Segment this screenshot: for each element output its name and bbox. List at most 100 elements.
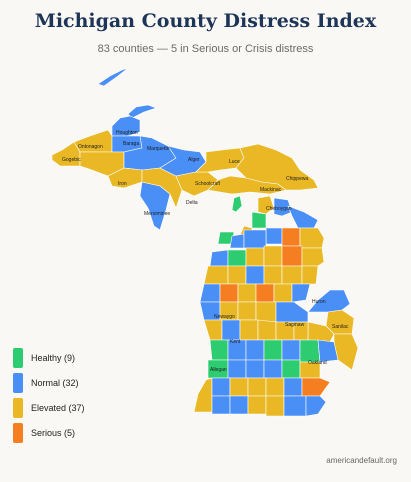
county-kalamazoo[interactable]	[227, 359, 247, 379]
label-luce: Luce	[229, 159, 240, 165]
label-alger: Alger	[188, 157, 200, 163]
label-kent: Kent	[230, 339, 241, 345]
label-ontonagon: Ontonagon	[78, 144, 103, 150]
legend-item-elevated[interactable]: Elevated (37)	[13, 397, 85, 418]
county-ionia[interactable]	[239, 319, 259, 341]
county-charlevoix[interactable]	[251, 211, 267, 229]
county-ingham[interactable]	[263, 339, 283, 361]
county-cheboygan[interactable]	[273, 197, 293, 217]
county-presque-isle[interactable]	[287, 205, 319, 229]
legend-swatch	[13, 422, 23, 443]
county-ottawa[interactable]	[203, 319, 223, 341]
county-isabella[interactable]	[255, 283, 275, 303]
county-row-s4[interactable]	[265, 395, 285, 417]
county-cass[interactable]	[211, 377, 231, 397]
county-clare[interactable]	[263, 265, 283, 285]
county-saginaw[interactable]	[255, 301, 277, 323]
label-oakland: Oakland	[308, 360, 327, 366]
county-newaygo[interactable]	[219, 283, 239, 303]
legend-item-normal[interactable]: Normal (32)	[13, 372, 85, 393]
county-roscommon[interactable]	[263, 245, 283, 267]
county-osceola[interactable]	[245, 265, 265, 285]
county-luce[interactable]	[195, 147, 245, 173]
label-chippewa: Chippewa	[286, 176, 308, 182]
county-eaton[interactable]	[245, 339, 265, 361]
legend-swatch	[13, 347, 23, 368]
county-lenawee[interactable]	[283, 377, 303, 397]
label-baraga: Baraga	[123, 141, 139, 147]
label-huron: Huron	[312, 299, 326, 305]
county-lake[interactable]	[227, 265, 247, 285]
county-alpena[interactable]	[299, 227, 325, 249]
label-menominee: Menominee	[144, 211, 170, 217]
legend-label: Normal (32)	[31, 377, 79, 388]
label-newaygo: Newaygo	[214, 314, 235, 320]
county-row-s5[interactable]	[283, 395, 307, 417]
county-tuscola[interactable]	[275, 301, 309, 323]
county-otsego[interactable]	[265, 227, 283, 245]
county-row-s1[interactable]	[211, 395, 231, 415]
county-arenac[interactable]	[301, 265, 319, 285]
county-kent[interactable]	[221, 319, 241, 341]
county-washtenaw[interactable]	[281, 359, 301, 379]
county-allegan[interactable]	[209, 339, 229, 361]
county-berrien[interactable]	[193, 377, 213, 413]
county-jackson[interactable]	[263, 359, 283, 379]
county-macomb[interactable]	[317, 339, 339, 363]
county-missaukee[interactable]	[245, 247, 265, 267]
label-iron: Iron	[118, 181, 127, 187]
county-monroe[interactable]	[301, 377, 331, 397]
legend-label: Healthy (9)	[31, 352, 76, 363]
label-saginaw: Saginaw	[285, 322, 305, 328]
county-oceana[interactable]	[199, 283, 221, 303]
county-st-clair[interactable]	[333, 333, 359, 371]
label-schoolcraft: Schoolcraft	[195, 181, 221, 187]
label-allegan: Allegan	[210, 367, 227, 373]
county-branch[interactable]	[247, 377, 267, 397]
county-montmorency[interactable]	[281, 227, 301, 247]
legend-item-serious[interactable]: Serious (5)	[13, 422, 85, 443]
source-credit: americandefault.org	[326, 456, 397, 465]
county-chippewa[interactable]	[235, 143, 319, 191]
label-mackinac: Mackinac	[260, 187, 282, 193]
legend-swatch	[13, 372, 23, 393]
legend-label: Serious (5)	[31, 427, 76, 438]
county-clinton[interactable]	[257, 319, 277, 341]
label-gogebic: Gogebic	[62, 157, 81, 163]
legend-item-healthy[interactable]: Healthy (9)	[13, 347, 85, 368]
county-calhoun[interactable]	[245, 359, 265, 379]
county-isle-royale[interactable]	[97, 67, 129, 87]
county-wexford[interactable]	[227, 249, 247, 267]
county-row-s2[interactable]	[229, 395, 249, 415]
county-row-s6[interactable]	[305, 395, 327, 417]
county-hillsdale[interactable]	[265, 377, 285, 397]
county-livingston[interactable]	[281, 339, 301, 361]
legend-swatch	[13, 397, 23, 418]
county-emmet[interactable]	[257, 195, 275, 215]
county-st-joseph[interactable]	[229, 377, 249, 397]
label-cheboygan: Cheboygan	[266, 206, 292, 212]
legend-label: Elevated (37)	[31, 402, 85, 413]
county-gladwin[interactable]	[281, 265, 303, 285]
county-ogemaw[interactable]	[281, 245, 303, 267]
page-title: Michigan County Distress Index	[34, 10, 377, 32]
county-manistee[interactable]	[209, 249, 229, 267]
county-gratiot[interactable]	[237, 301, 257, 321]
county-row-s3[interactable]	[247, 395, 267, 415]
county-midland[interactable]	[273, 283, 293, 303]
county-mason[interactable]	[203, 265, 229, 285]
county-iosco[interactable]	[301, 247, 325, 267]
label-houghton: Houghton	[116, 130, 138, 136]
legend: Healthy (9) Normal (32) Elevated (37) Se…	[13, 347, 85, 449]
label-marquette: Marquette	[147, 146, 170, 152]
county-bay[interactable]	[291, 283, 311, 303]
county-mecosta[interactable]	[237, 283, 257, 303]
county-grand-traverse[interactable]	[229, 233, 245, 249]
county-keweenaw[interactable]	[127, 104, 157, 119]
county-oakland[interactable]	[299, 339, 321, 363]
page-subtitle: 83 counties — 5 in Serious or Crisis dis…	[97, 43, 314, 55]
county-leelanau[interactable]	[231, 195, 243, 213]
label-sanilac: Sanilac	[332, 324, 349, 330]
county-kalkaska[interactable]	[243, 229, 267, 249]
